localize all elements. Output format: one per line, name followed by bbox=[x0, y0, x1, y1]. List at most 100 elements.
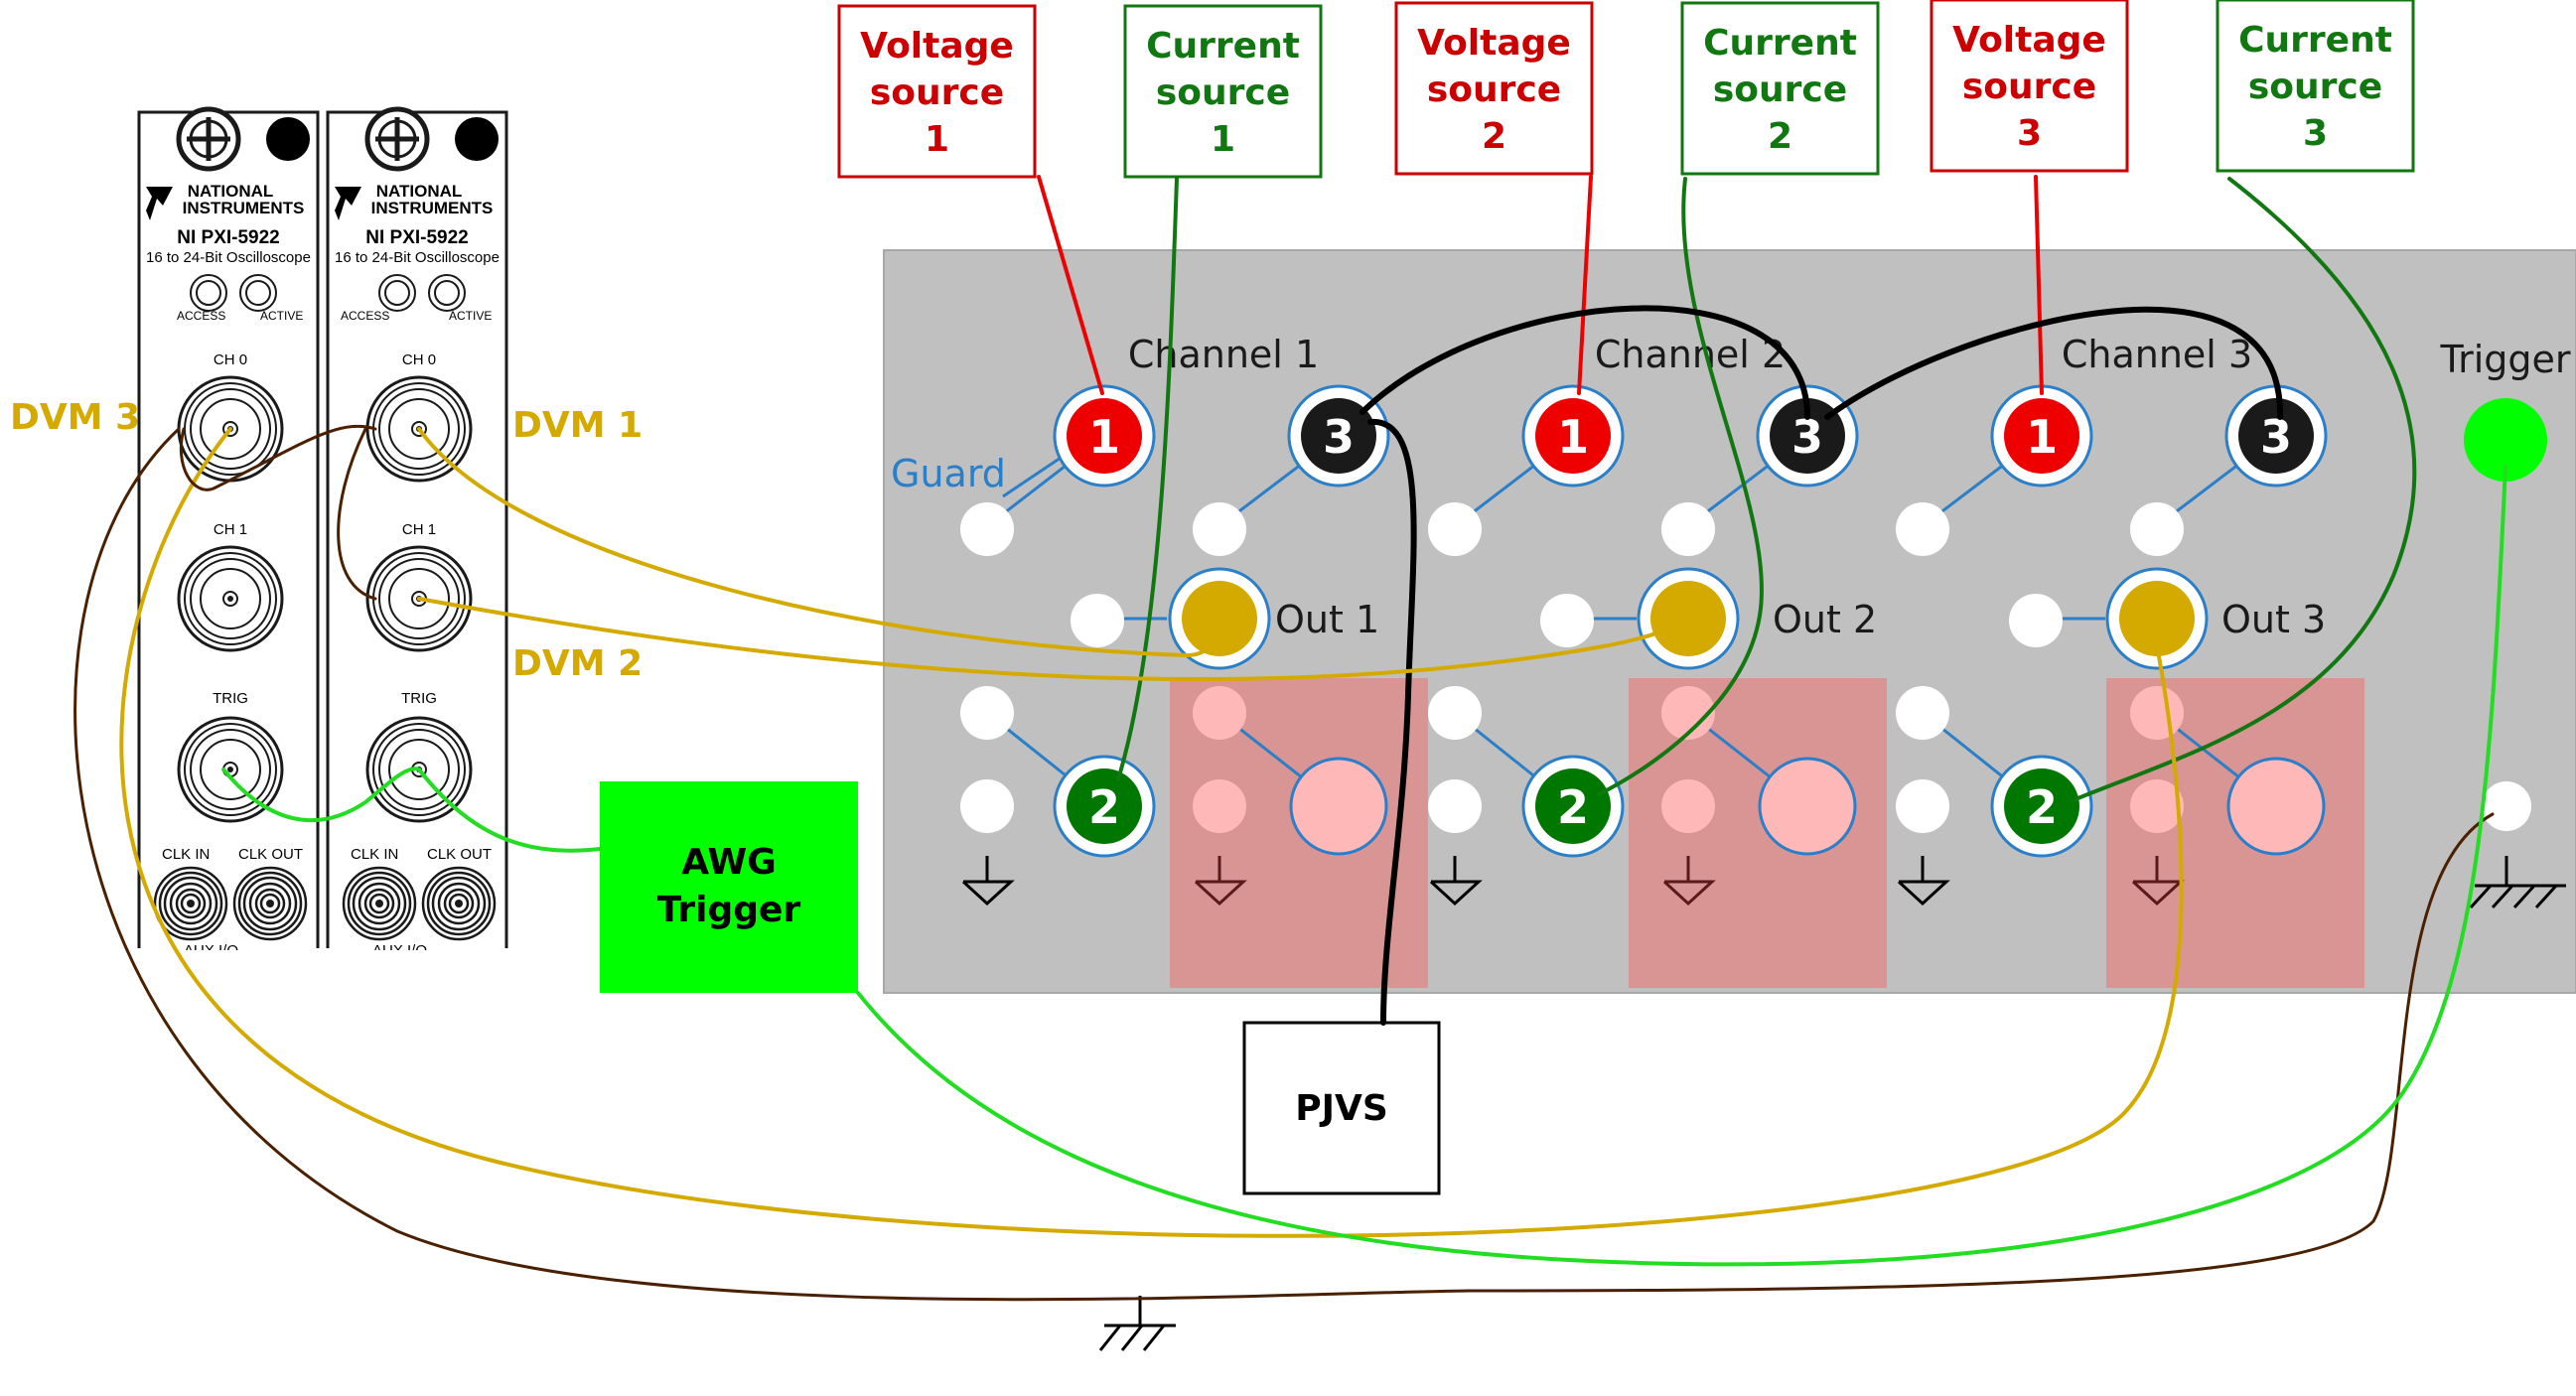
trigger-terminal bbox=[2464, 398, 2547, 482]
source-label-line1: Current bbox=[1146, 26, 1300, 67]
screw-icon bbox=[364, 106, 430, 172]
access-label: ACCESS bbox=[177, 309, 225, 323]
brand-line-1: NATIONAL bbox=[188, 182, 274, 201]
trig-label: TRIG bbox=[213, 690, 248, 707]
ch0-label: CH 0 bbox=[214, 351, 247, 368]
wires bbox=[73, 175, 2507, 1302]
active-label: ACTIVE bbox=[449, 309, 492, 323]
guard-terminal bbox=[1896, 779, 1949, 833]
subtitle-label: 16 to 24-Bit Oscilloscope bbox=[146, 249, 311, 266]
voltage-terminal-3: 1 bbox=[1990, 384, 2093, 488]
guard-terminal bbox=[2130, 502, 2184, 556]
guard-terminal bbox=[1193, 502, 1246, 556]
subtitle-label: 16 to 24-Bit Oscilloscope bbox=[335, 249, 500, 266]
guard-terminal bbox=[1428, 502, 1482, 556]
oscilloscope-right: NATIONAL INSTRUMENTS NI PXI-5922 16 to 2… bbox=[326, 106, 508, 959]
voltage-terminal-2: 1 bbox=[1521, 384, 1625, 488]
channel-label-3: Channel 3 bbox=[2062, 333, 2252, 376]
source-label-line1: Current bbox=[1703, 23, 1857, 64]
source-frame bbox=[1680, 1, 1880, 176]
brand-line-1: NATIONAL bbox=[376, 182, 463, 201]
wire-ground-mid bbox=[337, 427, 377, 601]
guard-terminal bbox=[1428, 686, 1482, 740]
model-label: NI PXI-5922 bbox=[177, 227, 280, 248]
pjvs-box bbox=[1242, 1021, 1441, 1195]
wire-dvm3 bbox=[119, 427, 2184, 1238]
clk-out-label: CLK OUT bbox=[427, 846, 492, 863]
awg-trigger-box bbox=[600, 781, 858, 993]
bnc-ch1-left bbox=[177, 545, 284, 652]
shield-terminals bbox=[1193, 686, 2184, 833]
wire-current-1 bbox=[1116, 177, 1179, 781]
guard-terminal bbox=[960, 502, 1014, 556]
awg-label-line-2: Trigger bbox=[657, 890, 801, 930]
shield-connectors bbox=[1289, 757, 2326, 856]
source-label-line2: source bbox=[1962, 67, 2096, 107]
trigger-label: Trigger bbox=[2439, 338, 2570, 381]
source-frame bbox=[1930, 0, 2129, 173]
source-box-vs3: Voltage source 3 bbox=[1930, 0, 2129, 173]
source-box-cs3: Current source 3 bbox=[2216, 0, 2415, 173]
output-label-3: Out 3 bbox=[2221, 598, 2326, 641]
guard-label: Guard bbox=[891, 452, 1006, 495]
wire-voltage-1 bbox=[1037, 175, 1104, 395]
brand-line-2: INSTRUMENTS bbox=[371, 199, 494, 217]
guard-terminals bbox=[960, 502, 2531, 833]
ground-icon bbox=[1897, 856, 1950, 907]
current-terminal-1: 2 bbox=[1053, 755, 1156, 858]
model-label: NI PXI-5922 bbox=[365, 227, 469, 248]
ch1-label: CH 1 bbox=[402, 521, 436, 538]
source-frame bbox=[837, 4, 1037, 179]
source-frame bbox=[1123, 4, 1323, 179]
terminals: 1 321 321 32 bbox=[1053, 384, 2547, 858]
bnc-clk-out-right bbox=[421, 866, 497, 941]
wire-voltage-2 bbox=[1577, 175, 1593, 395]
clk-out-label: CLK OUT bbox=[238, 846, 303, 863]
ground-icon bbox=[1194, 856, 1247, 907]
wire-common-1-2 bbox=[1360, 305, 1810, 420]
bnc-clk-in-right bbox=[342, 866, 417, 941]
voltage-terminal-1: 1 bbox=[1053, 384, 1156, 488]
source-box-cs2: Current source 2 bbox=[1680, 1, 1880, 176]
channel-label-2: Channel 2 bbox=[1595, 333, 1786, 376]
voltage-terminal-1-number: 1 bbox=[1088, 410, 1120, 464]
common-terminal-3: 3 bbox=[2224, 384, 2328, 488]
guard-terminal bbox=[1071, 594, 1124, 647]
bnc-clk-out-left bbox=[232, 866, 308, 941]
active-label: ACTIVE bbox=[260, 309, 303, 323]
guard-terminal bbox=[2009, 594, 2063, 647]
guard-terminal bbox=[1428, 779, 1482, 833]
ground-symbols bbox=[961, 856, 1950, 907]
guard-terminal bbox=[1896, 502, 1949, 556]
common-terminal-3-number: 3 bbox=[2260, 410, 2292, 464]
wire-current-2 bbox=[1597, 177, 1764, 796]
wire-pjvs bbox=[1367, 418, 1417, 1026]
dvm-label-3: DVM 3 bbox=[10, 397, 140, 438]
common-terminal-1-number: 3 bbox=[1323, 410, 1355, 464]
source-label-line3: 2 bbox=[1482, 116, 1506, 157]
wire-current-3 bbox=[2074, 177, 2417, 801]
source-label-line1: Voltage bbox=[860, 26, 1014, 67]
chassis-ground-icon bbox=[2469, 856, 2566, 909]
ni-logo-icon bbox=[335, 187, 361, 220]
pjvs-label: PJVS bbox=[1295, 1088, 1388, 1129]
source-label-line3: 2 bbox=[1768, 116, 1792, 157]
awg-label-line-1: AWG bbox=[681, 842, 777, 883]
current-terminal-3: 2 bbox=[1990, 755, 2093, 858]
current-terminal-2-number: 2 bbox=[1557, 780, 1589, 834]
current-terminal-1-number: 2 bbox=[1088, 780, 1120, 834]
output-terminal-2 bbox=[1637, 567, 1740, 670]
mount-hole-icon bbox=[455, 117, 499, 161]
voltage-terminal-3-number: 1 bbox=[2026, 410, 2058, 464]
ground-icon bbox=[1662, 856, 1716, 907]
wire-common-2-3 bbox=[1824, 306, 2284, 420]
wire-ground-main bbox=[73, 427, 2495, 1302]
source-box-vs2: Voltage source 2 bbox=[1394, 1, 1594, 176]
ni-logo-icon bbox=[146, 187, 173, 220]
source-box-vs1: Voltage source 1 bbox=[837, 4, 1037, 179]
shield-ground-symbols bbox=[1194, 856, 2185, 907]
output-label-1: Out 1 bbox=[1275, 598, 1379, 641]
earth-ground-icon bbox=[1098, 1296, 1176, 1351]
source-label-line2: source bbox=[1156, 72, 1290, 113]
